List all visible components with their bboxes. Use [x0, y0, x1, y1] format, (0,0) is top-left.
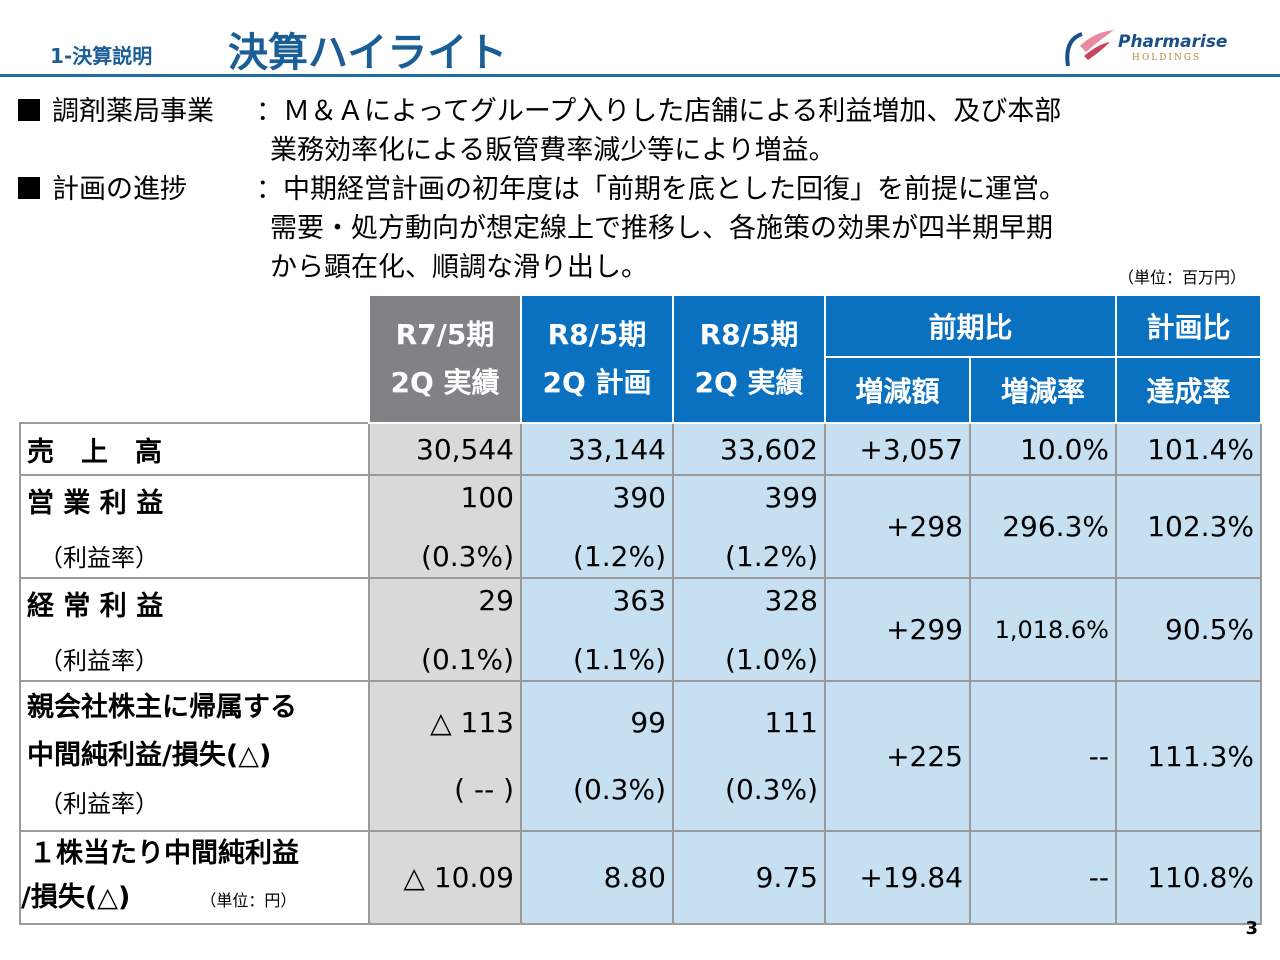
header-achievement: 達成率 — [1115, 356, 1262, 424]
bullet-text: から顕在化、順調な滑り出し。 — [270, 252, 648, 283]
bullet-square-icon — [18, 177, 40, 199]
bullet-text: 需要・処方動向が想定線上で推移し、各施策の効果が四半期早期 — [270, 213, 1053, 244]
bullet-text: ：Ｍ＆Ａによってグループ入りした店舗による利益増加、及び本部 — [256, 96, 1062, 127]
header-r8-plan: R8/5期 2Q 計画 — [520, 294, 674, 424]
summary-bullets: 調剤薬局事業 ：Ｍ＆Ａによってグループ入りした店舗による利益増加、及び本部 業務効… — [18, 92, 1066, 287]
logo-mark-icon — [1065, 30, 1114, 67]
table-row-operating-profit: 営 業 利 益（利益率） 100 (0.3%) 390 (1.2%) 399 (1.2… — [19, 474, 1262, 579]
table-row-sales: 売 上 高 30,544 33,144 33,602 +3,057 10.0% 101.… — [19, 422, 1262, 476]
header-diff: 増減額 — [824, 356, 971, 424]
results-table: R7/5期 2Q 実績 R8/5期 2Q 計画 R8/5期 2Q 実績 前期比 計画比… — [19, 294, 1262, 925]
bullet-label: 計画の進捗 — [52, 174, 187, 205]
table-row-eps: １株当たり中間純利益/損失(△) （単位：円） △ 10.09 8.80 9.75 +… — [19, 830, 1262, 925]
bullet-text: ：中期経営計画の初年度は「前期を底とした回復」を前提に運営。 — [256, 174, 1066, 205]
header-yoy: 前期比 — [824, 294, 1117, 358]
header-r8-actual: R8/5期 2Q 実績 — [672, 294, 826, 424]
section-label: 1-決算説明 — [50, 44, 153, 68]
header-divider — [0, 74, 1280, 77]
page-number: 3 — [1245, 918, 1258, 939]
bullet-square-icon — [18, 99, 40, 121]
header-r7-actual: R7/5期 2Q 実績 — [368, 294, 522, 424]
table-row-net-income: 親会社株主に帰属する 中間純利益/損失(△) （利益率） △ 113( -- ) 9… — [19, 680, 1262, 832]
bullet-label: 調剤薬局事業 — [52, 96, 214, 127]
bullet-text: 業務効率化による販管費率減少等により増益。 — [270, 135, 836, 166]
company-logo: Pharmarise HOLDINGS — [1060, 26, 1230, 70]
header-vs-plan: 計画比 — [1115, 294, 1262, 358]
unit-note: （単位：百万円） — [1118, 268, 1247, 287]
table-row-ordinary-profit: 経 常 利 益（利益率） 29 (0.1%) 363 (1.1%) 328 (1.0%… — [19, 577, 1262, 682]
header-rate: 増減率 — [969, 356, 1117, 424]
page-title: 決算ハイライト — [228, 30, 508, 76]
